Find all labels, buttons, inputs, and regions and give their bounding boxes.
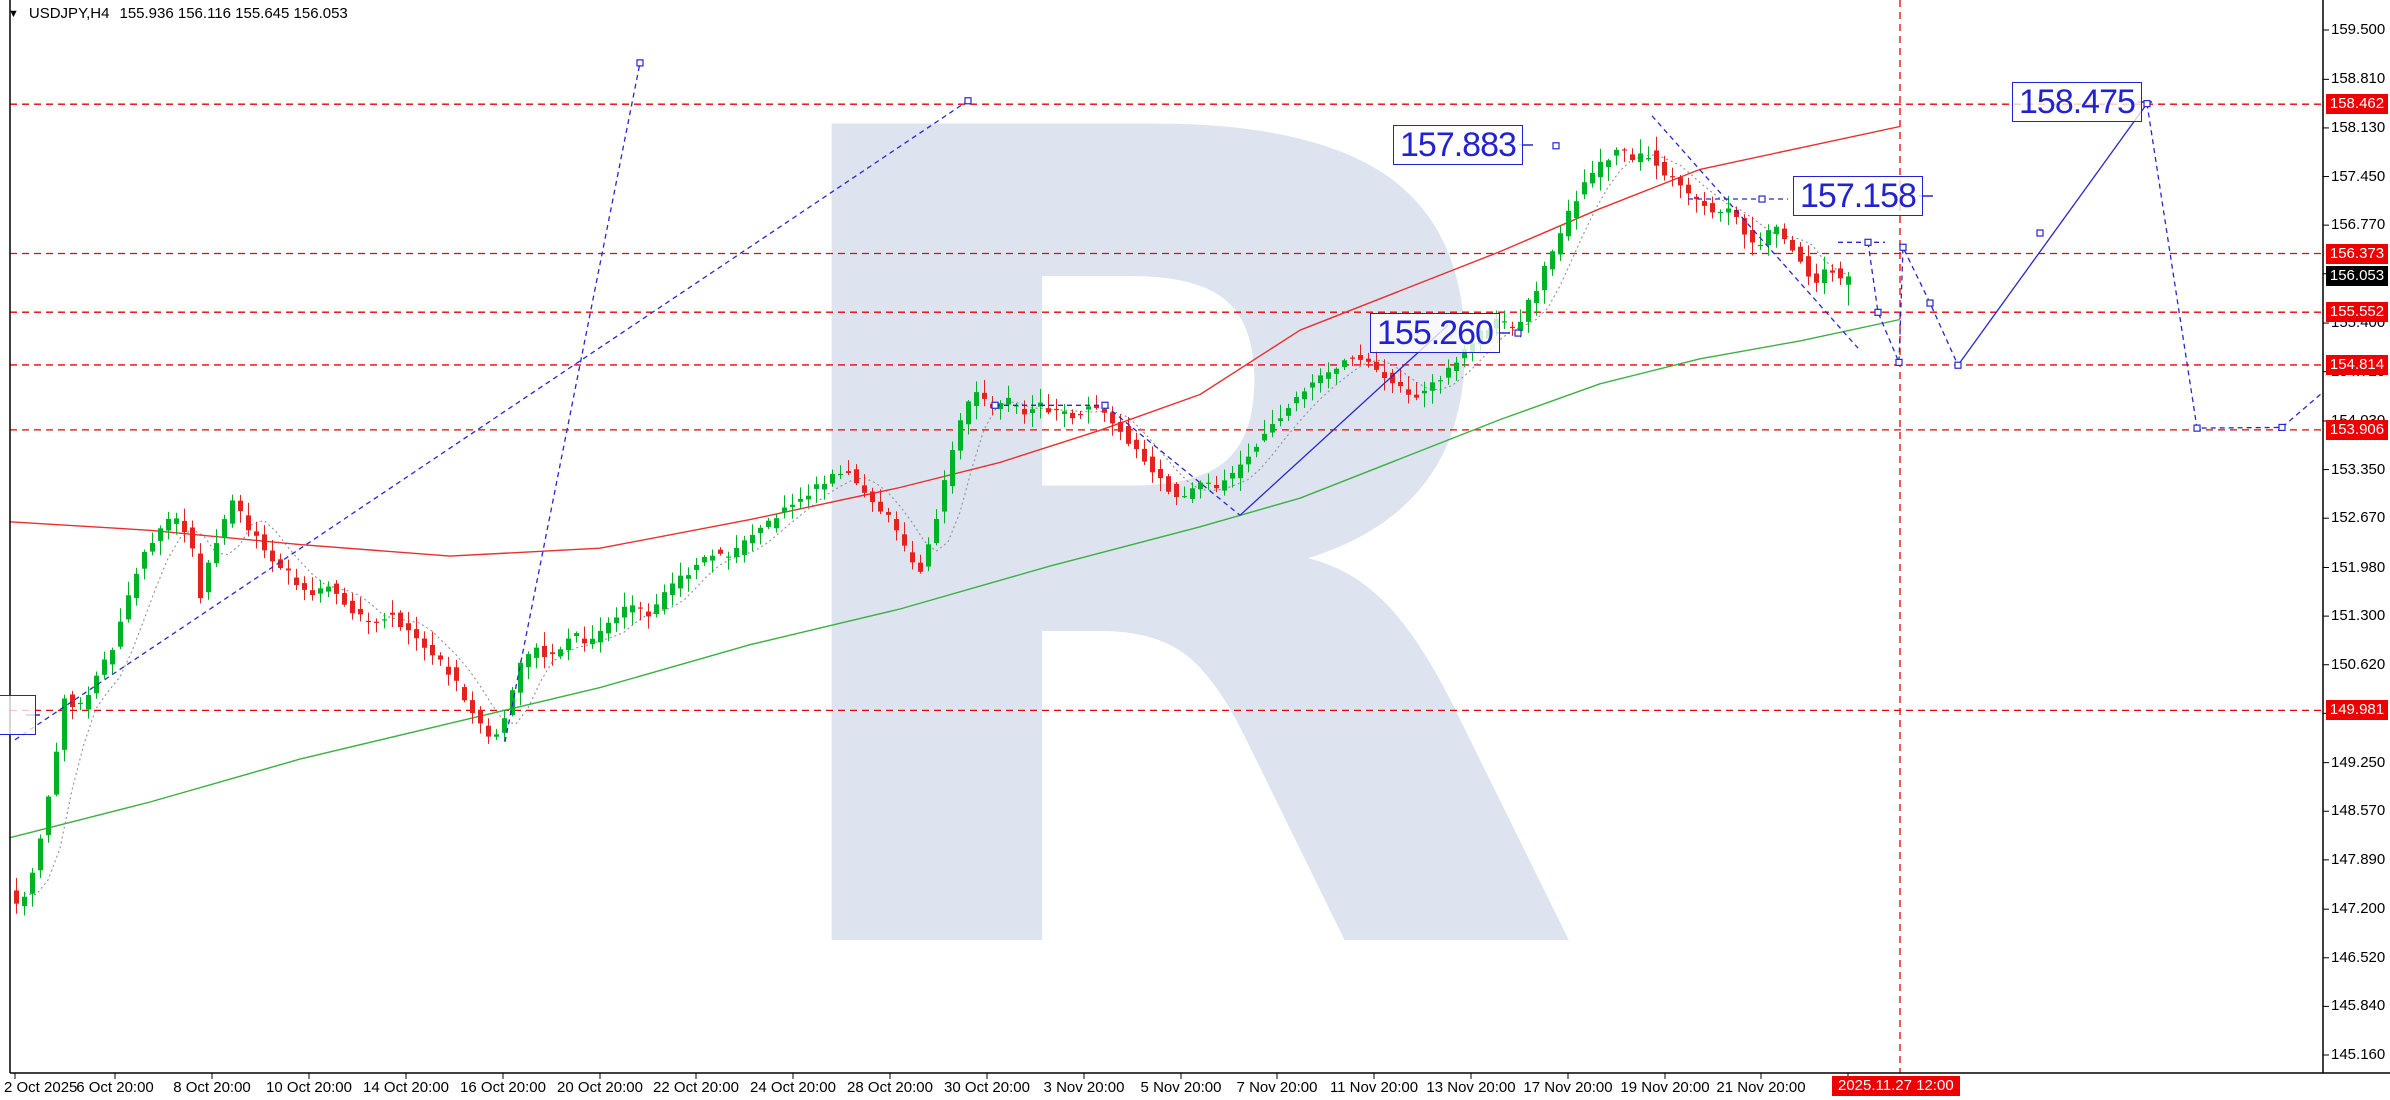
time-tick-label: 24 Oct 20:00 xyxy=(750,1079,836,1096)
price-tick-label: 158.130 xyxy=(2331,118,2386,136)
level-price-badge: 158.462 xyxy=(2326,94,2388,115)
time-tick-label: 11 Nov 20:00 xyxy=(1329,1079,1419,1096)
price-tick-label: 156.770 xyxy=(2331,216,2386,234)
swing-point-markers[interactable] xyxy=(636,59,2286,432)
forecast-time-badge: 2025.11.27 12:00 xyxy=(1832,1076,1960,1096)
level-price-badge: 149.981 xyxy=(2326,700,2388,721)
time-tick-label: 30 Oct 20:00 xyxy=(944,1079,1030,1096)
level-price-badge: 153.906 xyxy=(2326,419,2388,440)
swing-price-label[interactable]: 157.158 xyxy=(1793,176,1923,216)
price-tick-label: 152.670 xyxy=(2331,509,2386,527)
support-resistance-lines xyxy=(10,103,2323,712)
price-tick-label: 148.570 xyxy=(2331,802,2386,820)
time-tick-label: 21 Nov 20:00 xyxy=(1716,1079,1806,1096)
time-tick-label: 22 Oct 20:00 xyxy=(653,1079,739,1096)
price-tick-label: 145.160 xyxy=(2331,1045,2386,1063)
time-tick-label: 6 Oct 20:00 xyxy=(76,1079,154,1096)
time-tick-label: 20 Oct 20:00 xyxy=(557,1079,643,1096)
price-tick-label: 145.840 xyxy=(2331,997,2386,1015)
price-tick-label: 151.300 xyxy=(2331,607,2386,625)
time-tick-label: 7 Nov 20:00 xyxy=(1236,1079,1318,1096)
time-tick-label: 14 Oct 20:00 xyxy=(363,1079,449,1096)
time-tick-label: 19 Nov 20:00 xyxy=(1620,1079,1710,1096)
ohlc-values: 155.936 156.116 155.645 156.053 xyxy=(119,5,348,22)
price-tick-label: 151.980 xyxy=(2331,558,2386,576)
price-tick-label: 147.200 xyxy=(2331,900,2386,918)
price-tick-label: 159.500 xyxy=(2331,21,2386,38)
price-tick-label: 158.810 xyxy=(2331,70,2386,88)
swing-price-label[interactable]: 157.883 xyxy=(1393,125,1523,165)
price-tick-label: 146.520 xyxy=(2331,948,2386,966)
level-price-badge: 155.552 xyxy=(2326,302,2388,323)
price-tick-label: 153.350 xyxy=(2331,460,2386,478)
price-tick-label: 149.250 xyxy=(2331,753,2386,771)
time-tick-label: 2 Oct 2025 xyxy=(4,1079,78,1096)
svg-text:R: R xyxy=(729,0,1591,1100)
swing-price-label[interactable]: 158.475 xyxy=(2012,82,2142,122)
swing-price-label-clipped[interactable]: 05 xyxy=(0,695,36,735)
level-price-badge: 154.814 xyxy=(2326,354,2388,375)
time-tick-label: 3 Nov 20:00 xyxy=(1043,1079,1125,1096)
time-tick-label: 10 Oct 20:00 xyxy=(266,1079,352,1096)
time-tick-label: 8 Oct 20:00 xyxy=(173,1079,251,1096)
chart-title: ▼ USDJPY,H4 155.936 156.116 155.645 156.… xyxy=(8,5,348,22)
time-tick-label: 28 Oct 20:00 xyxy=(847,1079,933,1096)
price-tick-label: 157.450 xyxy=(2331,167,2386,185)
swing-price-label[interactable]: 155.260 xyxy=(1370,313,1500,353)
current-price-badge: 156.053 xyxy=(2326,266,2388,287)
level-price-badge: 156.373 xyxy=(2326,243,2388,264)
price-tick-label: 147.890 xyxy=(2331,850,2386,868)
time-tick-label: 17 Nov 20:00 xyxy=(1523,1079,1613,1096)
dropdown-arrow-icon[interactable]: ▼ xyxy=(8,7,19,20)
time-tick-label: 5 Nov 20:00 xyxy=(1140,1079,1222,1096)
chart-frame xyxy=(9,0,2390,1079)
time-tick-label: 13 Nov 20:00 xyxy=(1426,1079,1516,1096)
time-tick-label: 16 Oct 20:00 xyxy=(460,1079,546,1096)
price-tick-label: 150.620 xyxy=(2331,655,2386,673)
symbol-period-label: USDJPY,H4 xyxy=(28,5,110,22)
broker-watermark-logo: R xyxy=(729,0,1591,1100)
